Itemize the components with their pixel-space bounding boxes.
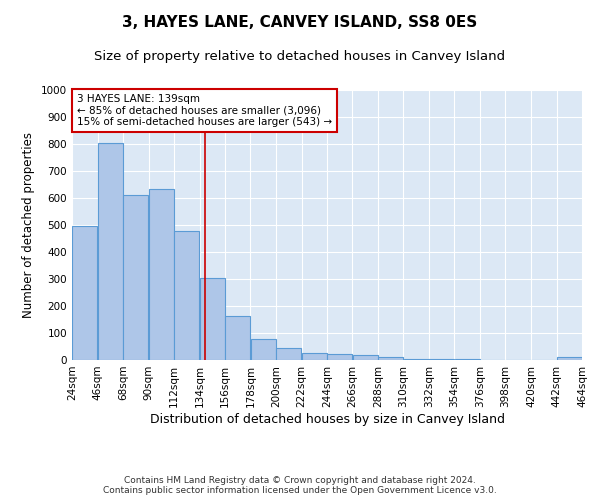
Bar	[123, 196, 148, 360]
Bar	[353, 355, 378, 360]
Text: Size of property relative to detached houses in Canvey Island: Size of property relative to detached ho…	[94, 50, 506, 63]
Bar	[174, 231, 199, 360]
Bar	[404, 358, 429, 360]
Bar	[251, 338, 276, 360]
Bar	[276, 348, 301, 360]
Bar	[327, 354, 352, 360]
Bar	[378, 357, 403, 360]
Bar	[225, 316, 250, 360]
Bar	[200, 278, 225, 360]
X-axis label: Distribution of detached houses by size in Canvey Island: Distribution of detached houses by size …	[149, 412, 505, 426]
Y-axis label: Number of detached properties: Number of detached properties	[22, 132, 35, 318]
Bar	[72, 226, 97, 360]
Text: Contains HM Land Registry data © Crown copyright and database right 2024.
Contai: Contains HM Land Registry data © Crown c…	[103, 476, 497, 495]
Bar	[149, 189, 174, 360]
Text: 3 HAYES LANE: 139sqm
← 85% of detached houses are smaller (3,096)
15% of semi-de: 3 HAYES LANE: 139sqm ← 85% of detached h…	[77, 94, 332, 127]
Bar	[557, 358, 582, 360]
Text: 3, HAYES LANE, CANVEY ISLAND, SS8 0ES: 3, HAYES LANE, CANVEY ISLAND, SS8 0ES	[122, 15, 478, 30]
Bar	[98, 143, 123, 360]
Bar	[302, 353, 327, 360]
Bar	[429, 359, 454, 360]
